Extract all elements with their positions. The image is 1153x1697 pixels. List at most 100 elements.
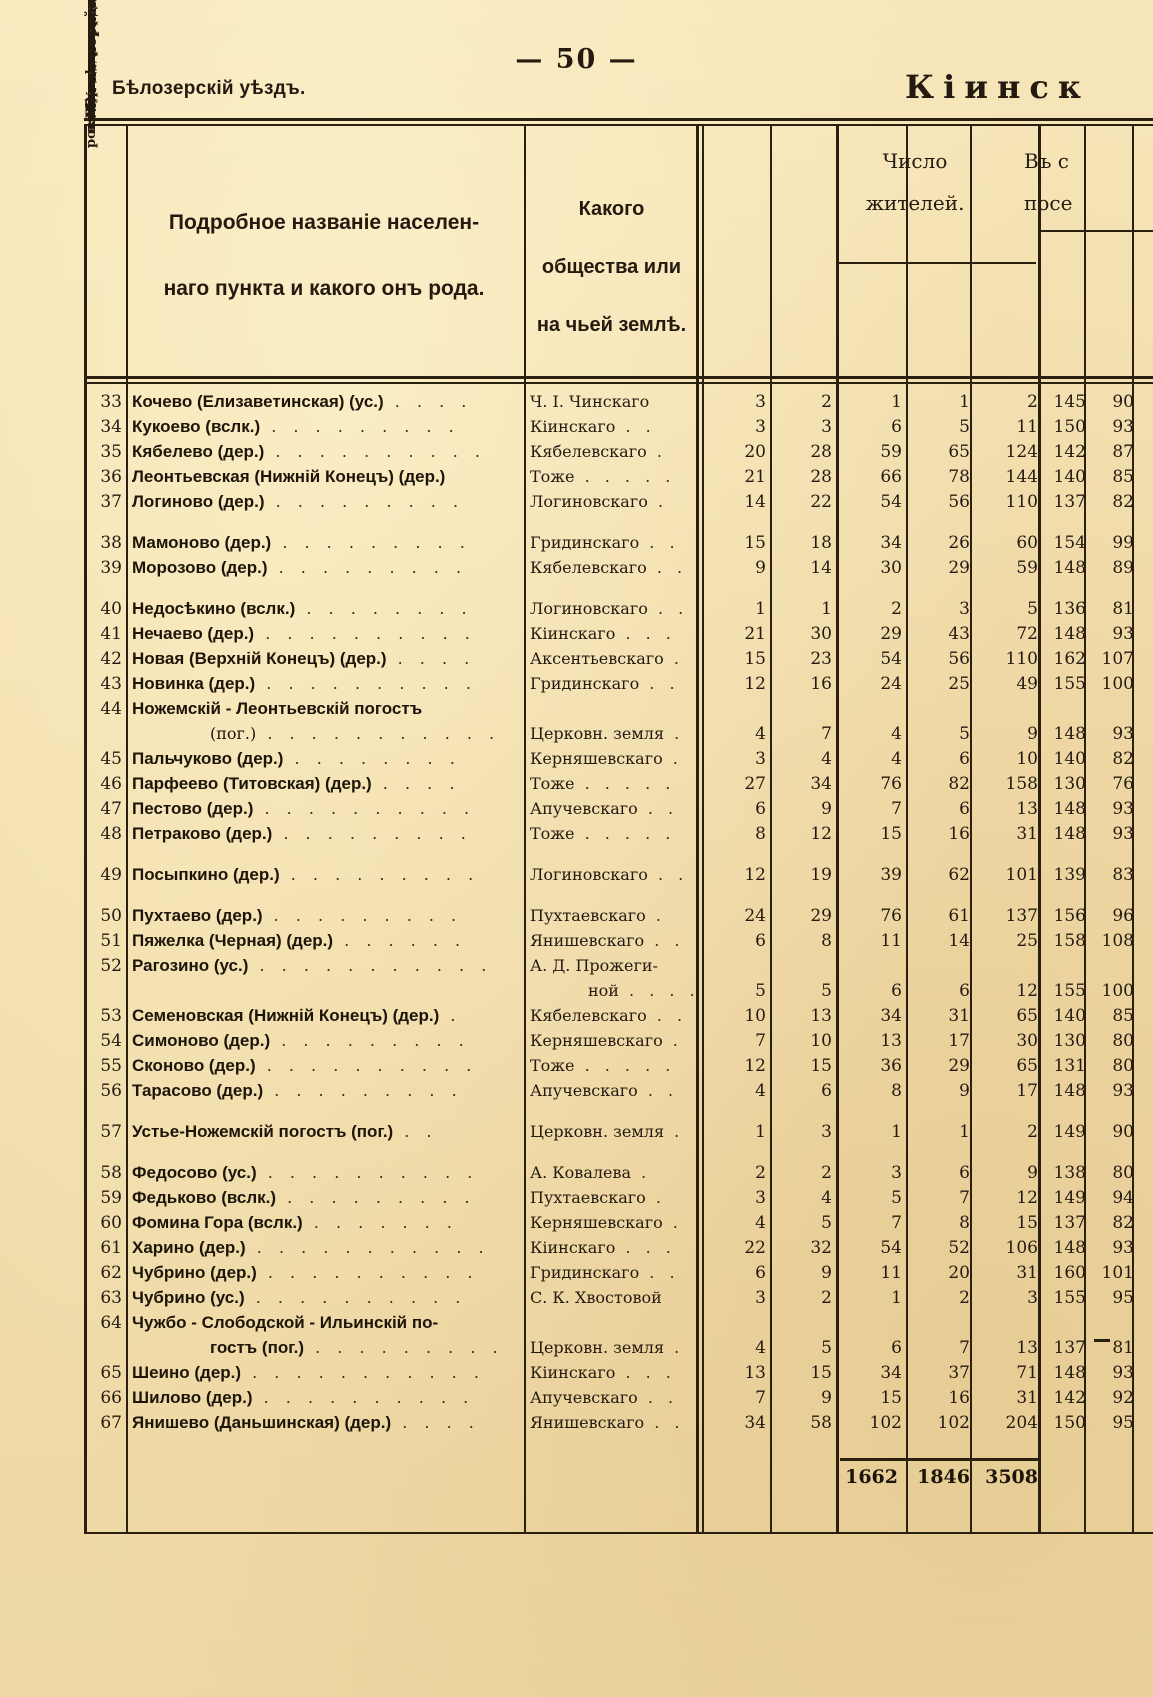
men-count: 54 — [880, 492, 902, 512]
dwellings-count: 6 — [821, 1081, 832, 1101]
settlement-name: Кукоево (вслк.) . . . . . . . . . — [132, 417, 460, 436]
dwellings-count: 5 — [821, 1338, 832, 1358]
distance-rail-station: 93 — [1112, 824, 1134, 844]
yards-count: 21 — [744, 467, 766, 487]
leader-dots: . . . . . . . . . . — [264, 442, 487, 461]
distance-rail-station: 85 — [1112, 1006, 1134, 1026]
both-sexes-count: 124 — [1005, 442, 1038, 462]
distance-uezd-town: 154 — [1053, 533, 1086, 553]
dwellings-count: 7 — [821, 724, 832, 744]
both-sexes-count: 106 — [1005, 1238, 1038, 1258]
row-number: 40 — [100, 599, 122, 619]
dwellings-count: 2 — [821, 392, 832, 412]
distance-steamer-pier: 12 — [1136, 442, 1153, 462]
distance-uezd-town: 140 — [1053, 1006, 1086, 1026]
society-or-landowner: Янишевскаго . . — [530, 1413, 685, 1432]
distance-steamer-pier: 13 — [1136, 1263, 1153, 1283]
totals-rule — [840, 1458, 1040, 1461]
table-bottom-rule — [84, 1532, 1153, 1534]
column-rule-after-yards — [770, 126, 772, 1532]
dwellings-count: 1 — [821, 599, 832, 619]
yards-count: 7 — [755, 1388, 766, 1408]
distance-uezd-town: 139 — [1053, 865, 1086, 885]
distance-rail-station: 81 — [1112, 599, 1134, 619]
settlement-name: гостъ (пог.) . . . . . . . . . — [210, 1338, 504, 1357]
distance-uezd-town: 148 — [1053, 1363, 1086, 1383]
settlement-name: (пог.) . . . . . . . . . . . — [132, 724, 522, 744]
yards-count: 3 — [755, 392, 766, 412]
distance-rail-station: 76 — [1112, 774, 1134, 794]
yards-count: 12 — [744, 1056, 766, 1076]
distance-rail-station: 80 — [1112, 1056, 1134, 1076]
both-sexes-count: 31 — [1016, 1388, 1038, 1408]
dwellings-count: 16 — [810, 674, 832, 694]
society-or-landowner: Ч. I. Чинскаго — [530, 392, 650, 411]
both-sexes-count: 25 — [1016, 931, 1038, 951]
leader-dots: . . — [646, 558, 688, 577]
distance-steamer-pier: 12 — [1136, 931, 1153, 951]
distance-uezd-town: 131 — [1053, 1056, 1086, 1076]
distance-uezd-town: 155 — [1053, 981, 1086, 1001]
women-count: 16 — [948, 824, 970, 844]
distance-steamer-pier: 10 — [1136, 1031, 1153, 1051]
distance-steamer-pier: 12 — [1136, 1188, 1153, 1208]
table-row: 37 Логиново (дер.) . . . . . . . . . Логин… — [84, 492, 1153, 517]
leader-dots: . . . . . — [574, 824, 676, 843]
leader-dots: . — [662, 749, 683, 768]
row-number: 41 — [100, 624, 122, 644]
men-count: 7 — [891, 1213, 902, 1233]
both-sexes-count: 5 — [1027, 599, 1038, 619]
society-or-landowner: А. Д. Прожеги- — [530, 956, 658, 975]
settlement-name: Чубрино (ус.) . . . . . . . . . . — [132, 1288, 467, 1307]
women-count: 62 — [948, 865, 970, 885]
society-or-landowner: ной . . . . . — [530, 981, 698, 1000]
dwellings-count: 9 — [821, 799, 832, 819]
women-count: 1 — [959, 1122, 970, 1142]
both-sexes-count: 65 — [1016, 1006, 1038, 1026]
settlement-name: Новинка (дер.) . . . . . . . . . . — [132, 674, 477, 693]
men-count: 34 — [880, 533, 902, 553]
settlement-name: Шеино (дер.) . . . . . . . . . . . — [132, 1363, 485, 1382]
women-count: 14 — [948, 931, 970, 951]
settlement-name: Новая (Верхній Конецъ) (дер.) . . . . — [132, 649, 476, 668]
row-number: 62 — [100, 1263, 122, 1283]
men-count: 102 — [869, 1413, 902, 1433]
leader-dots: . . — [644, 931, 685, 950]
distance-uezd-town: 140 — [1053, 749, 1086, 769]
header-residents-line2: жителей. — [865, 191, 965, 215]
row-number: 58 — [100, 1163, 122, 1183]
table-row: 60 Фомина Гора (вслк.) . . . . . . . Керня… — [84, 1213, 1153, 1238]
men-count: 29 — [880, 624, 902, 644]
society-or-landowner: Логиновскаго . — [530, 492, 669, 511]
men-count: 66 — [880, 467, 902, 487]
table-row: ной . . . . . 5 5 6 6 12 155 10013 — [84, 981, 1153, 1006]
women-count: 7 — [959, 1188, 970, 1208]
residents-subheader-rule — [838, 262, 1036, 264]
table-row: 50 Пухтаево (дер.) . . . . . . . . . Пухта… — [84, 906, 1153, 931]
distance-uezd-town: 148 — [1053, 724, 1086, 744]
society-or-landowner: Церковн. земля . — [530, 724, 685, 743]
women-count: 56 — [948, 492, 970, 512]
distance-uezd-town: 142 — [1053, 1388, 1086, 1408]
column-rule-after-name — [524, 126, 526, 1532]
women-count: 20 — [948, 1263, 970, 1283]
both-sexes-count: 11 — [1016, 417, 1038, 437]
women-count: 3 — [959, 599, 970, 619]
settlement-name: Янишево (Даньшинская) (дер.) . . . . — [132, 1413, 480, 1432]
leader-dots: . . . . . . . . . — [304, 1338, 504, 1357]
settlement-name: Посыпкино (дер.) . . . . . . . . . — [132, 865, 480, 884]
dwellings-count: 30 — [810, 624, 832, 644]
distance-rail-station: 80 — [1112, 1031, 1134, 1051]
society-or-landowner: Пухтаевскаго . — [530, 906, 666, 925]
distance-rail-station: 90 — [1112, 392, 1134, 412]
distance-uezd-town: 148 — [1053, 558, 1086, 578]
distance-rail-station: 93 — [1112, 1081, 1134, 1101]
settlement-name: Сконово (дер.) . . . . . . . . . . — [132, 1056, 478, 1075]
leader-dots: . . . . . . . . . — [271, 533, 471, 552]
distance-steamer-pier: 12 — [1136, 1338, 1153, 1358]
header-name-line1: Подробное названіе населен- — [168, 211, 480, 234]
distance-uezd-town: 160 — [1053, 1263, 1086, 1283]
table-row: 39 Морозово (дер.) . . . . . . . . . Кябел… — [84, 558, 1153, 583]
distance-rail-station: 90 — [1112, 1122, 1134, 1142]
leader-dots: . . — [639, 533, 680, 552]
